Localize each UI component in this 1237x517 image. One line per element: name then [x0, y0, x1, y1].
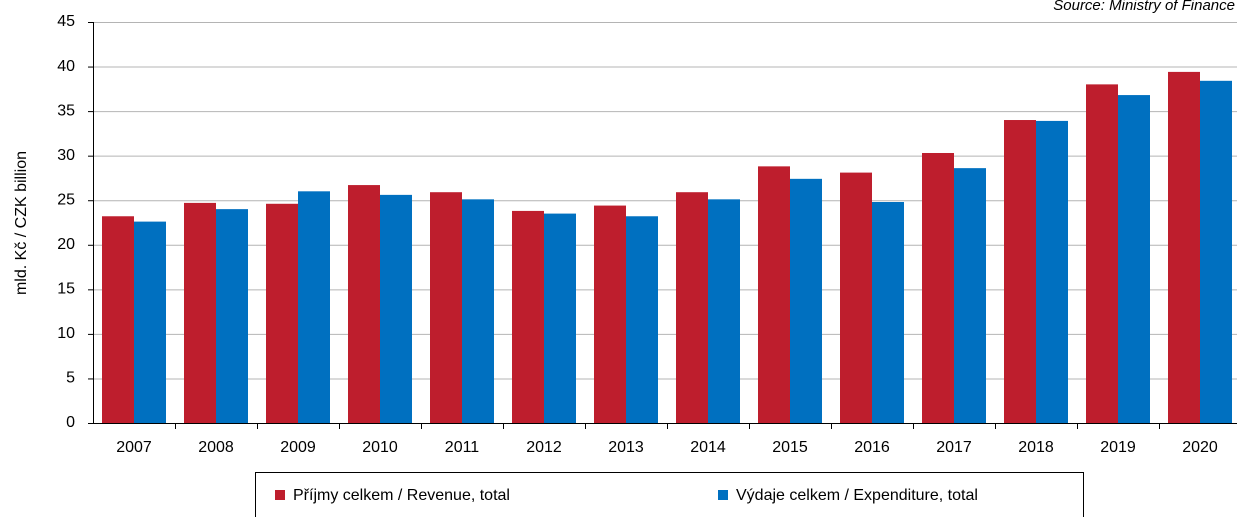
bar — [348, 185, 380, 423]
y-tick-label: 40 — [57, 58, 75, 75]
x-tick-label: 2013 — [608, 439, 644, 456]
bar — [840, 172, 872, 423]
legend-box — [255, 472, 1084, 517]
x-tick-label: 2015 — [772, 439, 808, 456]
x-tick-label: 2007 — [116, 439, 152, 456]
bar — [676, 192, 708, 423]
bar — [298, 191, 330, 423]
x-tick-label: 2016 — [854, 439, 890, 456]
bar — [134, 221, 166, 423]
x-tick-label: 2020 — [1182, 439, 1218, 456]
bar — [922, 152, 954, 423]
y-axis-label: mld. Kč / CZK billion — [13, 151, 30, 295]
bar — [1168, 71, 1200, 423]
bar — [1004, 120, 1036, 424]
y-tick-label: 20 — [57, 236, 75, 253]
bar — [1086, 84, 1118, 423]
bar — [380, 194, 412, 423]
legend-label: Příjmy celkem / Revenue, total — [293, 487, 510, 504]
bar — [430, 192, 462, 423]
bar — [790, 178, 822, 423]
bar — [594, 205, 626, 423]
x-tick-label: 2010 — [362, 439, 398, 456]
x-tick-label: 2014 — [690, 439, 726, 456]
legend-swatch — [718, 490, 728, 500]
bar — [708, 199, 740, 423]
x-tick-label: 2018 — [1018, 439, 1054, 456]
x-tick-label: 2008 — [198, 439, 234, 456]
y-tick-label: 15 — [57, 281, 75, 298]
y-tick-label: 0 — [66, 414, 75, 431]
legend-label: Výdaje celkem / Expenditure, total — [736, 487, 978, 504]
bar — [216, 209, 248, 423]
bar — [1118, 95, 1150, 424]
source-note: Source: Ministry of Finance — [1053, 0, 1235, 14]
bar — [462, 199, 494, 423]
y-tick-label: 45 — [57, 13, 75, 30]
bar — [626, 216, 658, 423]
bar — [1200, 80, 1232, 424]
bar — [1036, 120, 1068, 423]
y-tick-label: 35 — [57, 102, 75, 119]
x-tick-label: 2012 — [526, 439, 562, 456]
x-tick-label: 2011 — [445, 439, 480, 456]
bar — [184, 202, 216, 423]
legend-swatch — [275, 490, 285, 500]
y-tick-label: 25 — [57, 191, 75, 208]
y-tick-label: 10 — [57, 325, 75, 342]
bar — [512, 210, 544, 423]
x-tick-label: 2017 — [936, 439, 972, 456]
bar — [758, 166, 790, 424]
bar — [102, 216, 134, 423]
bar — [954, 168, 986, 423]
bar — [266, 203, 298, 423]
y-tick-label: 5 — [66, 370, 75, 387]
bar — [872, 202, 904, 423]
y-tick-label: 30 — [57, 147, 75, 164]
x-tick-label: 2009 — [280, 439, 316, 456]
bar — [544, 213, 576, 423]
x-tick-label: 2019 — [1100, 439, 1136, 456]
